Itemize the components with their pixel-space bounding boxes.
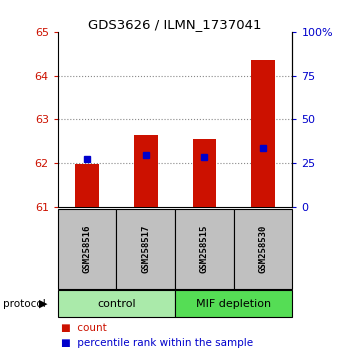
Bar bbox=[251, 60, 275, 207]
Text: GSM258517: GSM258517 bbox=[141, 224, 150, 273]
Bar bbox=[234, 209, 292, 289]
Bar bbox=[116, 209, 175, 289]
Text: ■  percentile rank within the sample: ■ percentile rank within the sample bbox=[61, 338, 253, 348]
Text: protocol: protocol bbox=[3, 298, 46, 309]
Text: GSM258515: GSM258515 bbox=[200, 224, 209, 273]
Text: control: control bbox=[97, 298, 136, 309]
Text: ■  count: ■ count bbox=[61, 323, 107, 333]
Bar bbox=[175, 290, 292, 317]
Bar bbox=[58, 209, 116, 289]
Bar bbox=[58, 290, 175, 317]
Text: GSM258516: GSM258516 bbox=[83, 224, 91, 273]
Bar bbox=[175, 209, 234, 289]
Text: MIF depletion: MIF depletion bbox=[196, 298, 271, 309]
Text: ▶: ▶ bbox=[39, 298, 48, 309]
Bar bbox=[75, 164, 99, 207]
Bar bbox=[193, 139, 216, 207]
Text: GSM258530: GSM258530 bbox=[259, 224, 268, 273]
Title: GDS3626 / ILMN_1737041: GDS3626 / ILMN_1737041 bbox=[88, 18, 262, 31]
Bar bbox=[134, 135, 157, 207]
